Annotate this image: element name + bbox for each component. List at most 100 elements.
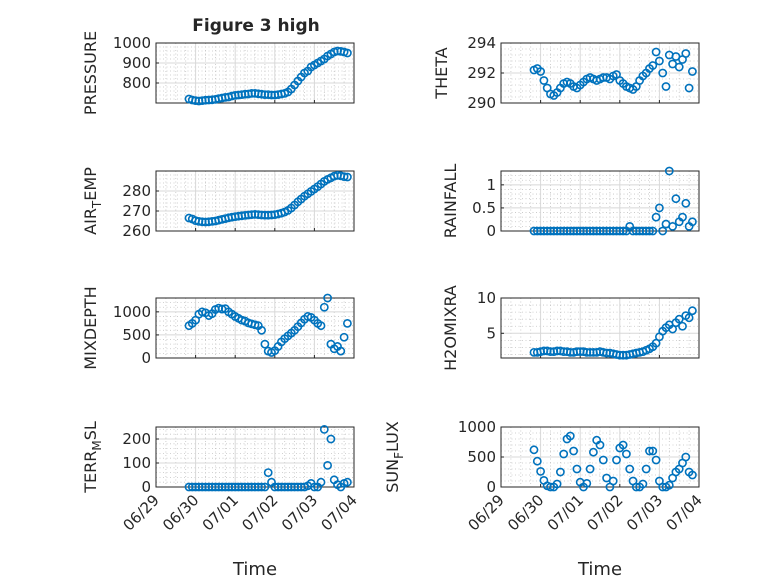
air_temp-ytick-label: 260: [122, 222, 151, 240]
sun_flux-point: [569, 446, 578, 456]
terr_msl-point: [263, 468, 273, 477]
date-tick-label: 06/30: [159, 491, 202, 534]
theta-ytick-label: 294: [467, 34, 496, 52]
sun_flux-point: [589, 447, 598, 457]
sun_flux-point: [651, 455, 661, 465]
air_temp-ytick-label: 280: [122, 182, 151, 200]
sun_flux-point: [618, 440, 628, 450]
h2omixra-point: [688, 306, 697, 316]
date-tick-label: 07/02: [583, 491, 626, 534]
terr_msl-point: [326, 434, 336, 444]
rainfall-point: [651, 212, 661, 222]
terr-msl-ylabel-rest: SL: [81, 421, 100, 440]
sun_flux-point: [552, 479, 562, 489]
terr-msl-axes: Time 0 100 200 06/2906/3007/0107/0207/0307/…: [81, 421, 361, 580]
pressure-axes: 800 900 1000 PRESSURE: [81, 31, 355, 115]
air-temp-ylabel-sub: T: [90, 200, 104, 209]
mixdepth-ytick-label: 500: [122, 326, 151, 344]
sun_flux-ytick-label: 1000: [458, 418, 496, 436]
sun-flux-axes: Time 0 500 1000 06/2906/3007/0107/0207/0307…: [383, 418, 706, 580]
theta-point: [648, 61, 658, 70]
terr_msl-point: [319, 424, 329, 434]
terr_msl-point: [316, 477, 326, 487]
date-tick-label: 07/02: [238, 491, 281, 534]
h2omixra-point: [684, 313, 694, 323]
terr_msl-ytick-label: 100: [122, 454, 151, 472]
left-xlabel: Time: [232, 559, 277, 580]
sun_flux-point: [625, 464, 635, 474]
terr_msl-point: [260, 482, 270, 492]
mixdepth-point: [342, 318, 352, 328]
sun_flux-point: [608, 476, 618, 486]
date-tick-label: 07/04: [663, 491, 706, 534]
air_temp-axes-frame: [155, 170, 355, 232]
mixdepth-axes-frame: [155, 297, 355, 359]
sun_flux-point: [622, 449, 631, 459]
rainfall-point: [678, 212, 687, 222]
sun_flux-point: [529, 445, 539, 455]
theta-point: [651, 47, 661, 57]
rainfall-axes: 0 0.5 1 RAINFALL: [441, 164, 700, 240]
sun-flux-ylabel-rest: LUX: [383, 421, 402, 452]
theta-ytick-label: 290: [467, 94, 496, 112]
rainfall-point: [664, 166, 674, 176]
h2omixra-ylabel: H2OMIXRA: [441, 285, 460, 371]
mixdepth-axes: 0 500 1000 MIXDEPTH: [81, 286, 355, 370]
rainfall-ytick-label: 0: [486, 222, 496, 240]
air-temp-ylabel: AIRTEMP: [81, 167, 104, 235]
rainfall-point: [645, 226, 654, 236]
sun_flux-point: [688, 470, 697, 480]
mixdepth-ytick-label: 0: [141, 349, 151, 367]
air_temp-point: [342, 172, 352, 182]
pressure-ytick-label: 1000: [113, 34, 151, 52]
sun_flux-point: [681, 452, 691, 462]
theta-point: [684, 83, 694, 93]
h2omixra-point: [678, 321, 687, 331]
h2omixra-ytick-label: 10: [477, 289, 496, 307]
date-tick-label: 06/30: [504, 491, 547, 534]
theta-point: [674, 62, 684, 72]
theta-point: [681, 49, 691, 58]
mixdepth-point: [260, 339, 270, 349]
sun_flux-point: [641, 464, 651, 474]
air_temp-ytick-label: 270: [122, 202, 151, 220]
mixdepth-point: [319, 302, 329, 312]
right-xlabel: Time: [577, 559, 622, 580]
date-tick-label: 07/03: [623, 491, 666, 534]
h2omixra-axes-frame: [500, 297, 700, 359]
terr_msl-point: [257, 482, 266, 492]
theta-point: [655, 56, 664, 66]
sun_flux-point: [598, 455, 608, 465]
terr_msl-point: [323, 460, 332, 470]
terr-msl-ylabel-sub: M: [90, 440, 104, 450]
sun_flux-point: [664, 480, 674, 490]
date-tick-label: 07/03: [278, 491, 321, 534]
sun_flux-point: [536, 466, 545, 476]
sun_flux-point: [648, 446, 658, 456]
theta-ylabel: THETA: [432, 47, 451, 99]
pressure-point: [342, 48, 352, 58]
mixdepth-point: [323, 293, 332, 303]
h2omixra-ytick-label: 5: [486, 324, 496, 342]
mixdepth-point: [257, 325, 266, 335]
rainfall-point: [648, 226, 658, 236]
pressure-ylabel: PRESSURE: [81, 31, 100, 115]
date-tick-label: 06/29: [120, 491, 163, 534]
sun_flux-point: [582, 478, 592, 488]
mixdepth-ylabel: MIXDEPTH: [81, 286, 100, 369]
rainfall-ylabel: RAINFALL: [441, 164, 460, 239]
theta-axes: 290 292 294 THETA: [432, 34, 700, 112]
h2omixra-axes: 5 10 H2OMIXRA: [441, 285, 700, 371]
terr_msl-ytick-label: 0: [141, 478, 151, 496]
date-tick-label: 07/04: [318, 491, 361, 534]
mixdepth-point: [339, 332, 349, 342]
date-tick-label: 07/01: [199, 491, 242, 534]
air-temp-ylabel-rest: EMP: [81, 167, 100, 201]
rainfall-point: [668, 221, 677, 231]
theta-point: [536, 67, 545, 76]
rainfall-point: [671, 194, 681, 204]
sun_flux-ytick-label: 0: [486, 478, 496, 496]
sun_flux-point: [572, 464, 582, 474]
sun_flux-point: [645, 446, 654, 456]
mixdepth-point: [316, 321, 326, 331]
